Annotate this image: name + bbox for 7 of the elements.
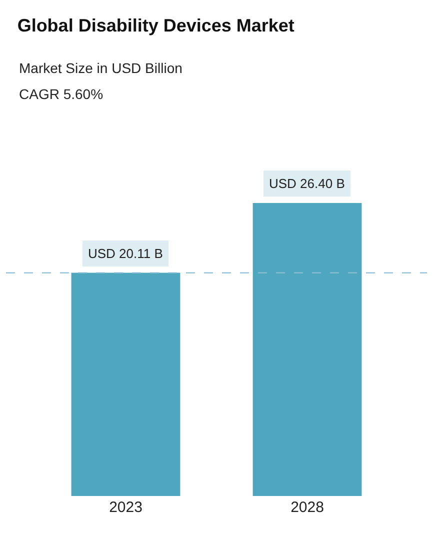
chart-title: Global Disability Devices Market xyxy=(17,16,294,36)
x-tick-label: 2028 xyxy=(290,499,324,516)
x-tick-label: 2023 xyxy=(109,499,142,516)
data-label: USD 26.40 B xyxy=(269,176,345,191)
text: CAGR 5.60% xyxy=(19,86,104,102)
chart-subtitle: Market Size in USD Billion xyxy=(19,60,182,76)
data-label: USD 20.11 B xyxy=(88,246,163,261)
